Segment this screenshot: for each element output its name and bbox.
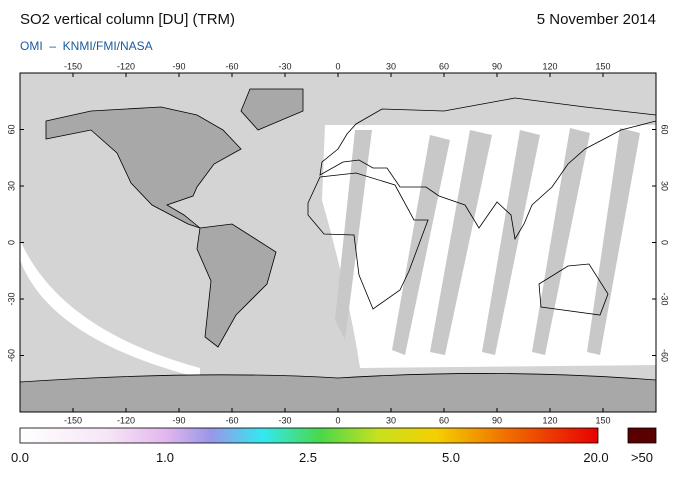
- title: SO2 vertical column [DU] (TRM): [20, 11, 235, 28]
- lat-label: 30: [660, 181, 670, 191]
- lon-label: -90: [172, 415, 185, 425]
- land: [20, 88, 656, 412]
- lat-label: -30: [660, 292, 670, 305]
- colorbar-label: 2.5: [299, 450, 317, 465]
- lon-label: 0: [335, 61, 340, 71]
- lon-label: -150: [64, 61, 82, 71]
- lon-label: -150: [64, 415, 82, 425]
- lon-label: 30: [386, 61, 396, 71]
- lat-label: 30: [6, 181, 16, 191]
- lon-label: -60: [225, 61, 238, 71]
- lon-label: -60: [225, 415, 238, 425]
- colorbar-label: 20.0: [583, 450, 608, 465]
- colorbar-label: 0.0: [11, 450, 29, 465]
- lon-label: -120: [117, 415, 135, 425]
- lon-label: 90: [492, 415, 502, 425]
- lon-label: 120: [542, 61, 557, 71]
- colorbar-label: 5.0: [442, 450, 460, 465]
- lat-label: -30: [6, 292, 16, 305]
- lon-label: -90: [172, 61, 185, 71]
- lon-label: 0: [335, 415, 340, 425]
- colorbar-label: >50: [631, 450, 653, 465]
- lat-label: -60: [660, 349, 670, 362]
- map: [20, 73, 656, 412]
- lon-label: -120: [117, 61, 135, 71]
- lat-label: -60: [6, 349, 16, 362]
- lat-label: 60: [660, 124, 670, 134]
- lon-label: 90: [492, 61, 502, 71]
- lat-label: 0: [6, 240, 16, 245]
- lon-label: 150: [595, 415, 610, 425]
- lon-label: 60: [439, 61, 449, 71]
- lon-label: 120: [542, 415, 557, 425]
- lat-label: 60: [6, 124, 16, 134]
- date: 5 November 2014: [537, 11, 656, 28]
- colorbar: [19, 427, 599, 444]
- credit: OMI – KNMI/FMI/NASA: [20, 39, 153, 53]
- data-area: [20, 240, 200, 378]
- lon-label: 30: [386, 415, 396, 425]
- lat-label: 0: [660, 240, 670, 245]
- lon-label: -30: [278, 415, 291, 425]
- colorbar-overflow: [627, 427, 657, 444]
- lon-label: -30: [278, 61, 291, 71]
- lon-label: 60: [439, 415, 449, 425]
- colorbar-label: 1.0: [156, 450, 174, 465]
- lon-label: 150: [595, 61, 610, 71]
- coastlines: [307, 97, 656, 316]
